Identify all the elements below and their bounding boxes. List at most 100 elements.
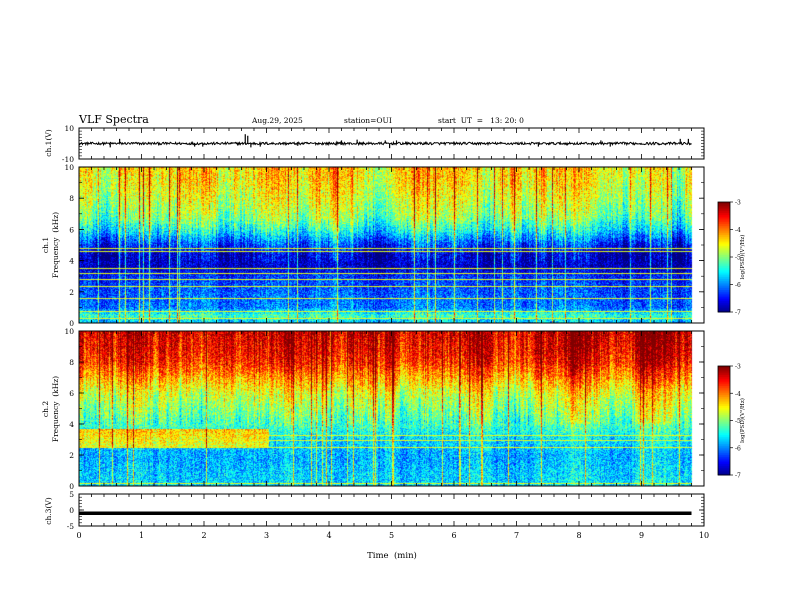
colorbar-band: [718, 235, 730, 238]
ch1-waveform-panel: 10 -10 ch.1(V): [44, 124, 705, 164]
y-tick-label: 2: [69, 288, 74, 297]
colorbar-band: [718, 411, 730, 414]
colorbar-band: [718, 420, 730, 423]
colorbar-tick-label: -6: [735, 445, 741, 452]
colorbar-tick-label: -4: [735, 391, 741, 398]
figure-header: VLF Spectra Aug.29, 2025 station=OUI sta…: [78, 113, 524, 126]
ch1-spectrogram-ylabel: ch.1 Frequency (kHz): [41, 212, 60, 278]
colorbar-band: [718, 373, 730, 376]
colorbar-band: [718, 453, 730, 456]
colorbar-band: [718, 293, 730, 296]
colorbar-band: [718, 277, 730, 280]
colorbar-band: [718, 246, 730, 249]
colorbar-band: [718, 203, 730, 207]
colorbar-band: [718, 216, 730, 219]
colorbar-band: [718, 367, 730, 371]
colorbar-band: [718, 249, 730, 252]
x-tick-label: 6: [451, 531, 456, 540]
colorbar-band: [718, 301, 730, 304]
colorbar-band: [718, 382, 730, 385]
colorbar-band: [718, 436, 730, 440]
colorbar-band: [718, 402, 730, 405]
colorbar-band: [718, 205, 730, 208]
colorbar-band: [718, 209, 730, 212]
colorbar-tick-label: -4: [735, 227, 741, 234]
ch2-spectrogram-image: [79, 331, 704, 486]
colorbar-tick-label: -6: [735, 282, 741, 289]
y-tick-label: 8: [69, 194, 74, 203]
colorbar-label: log(PSD)(V²/Hz): [739, 235, 746, 280]
colorbar-tick-label: -3: [735, 364, 741, 371]
colorbar-band: [718, 284, 730, 287]
colorbar-band: [718, 236, 730, 240]
colorbar-band: [718, 202, 730, 205]
colorbar-band: [718, 227, 730, 230]
station-label: station=OUI: [344, 116, 392, 125]
colorbar-band: [718, 282, 730, 285]
x-tick-label: 9: [639, 531, 644, 540]
colorbar-band: [718, 306, 730, 309]
colorbar-band: [718, 456, 730, 460]
colorbar-band: [718, 244, 730, 247]
colorbar-band: [718, 271, 730, 274]
ch3-signal-panel: 50-5 ch.3(V) 0 1 2 3 4 5 6 7 8 9 10 Time (min): [44, 490, 709, 561]
colorbar-band: [718, 231, 730, 234]
colorbar-band: [718, 384, 730, 387]
x-tick-label: 7: [514, 531, 519, 540]
ch1-frequency-label: Frequency (kHz): [51, 212, 60, 278]
y-tick-label: 0: [69, 482, 74, 491]
colorbar-band: [718, 295, 730, 298]
ch1-colorbar: -3 -4 -5 -6 -7 log(PSD)(V²/Hz): [717, 200, 746, 317]
colorbar-band: [718, 302, 730, 306]
colorbar-band: [718, 238, 730, 241]
start-time-label: start UT = 13: 20: 0: [438, 116, 524, 125]
colorbar-tick-label: -3: [735, 200, 741, 207]
x-tick-label: 4: [326, 531, 331, 540]
colorbar-band: [718, 405, 730, 409]
colorbar-tick-label: -7: [735, 310, 741, 317]
colorbar-band: [718, 400, 730, 403]
colorbar-band: [718, 431, 730, 434]
colorbar-band: [718, 404, 730, 407]
colorbar-band: [718, 253, 730, 256]
colorbar-label: log(PSD)(V²/Hz): [739, 398, 746, 443]
figure-title: VLF Spectra: [78, 113, 149, 126]
colorbar-band: [718, 409, 730, 412]
y-tick-label: 10: [64, 327, 74, 336]
date-label: Aug.29, 2025: [251, 116, 303, 125]
y-tick-label: 2: [69, 451, 74, 460]
colorbar-tick-label: -7: [735, 473, 741, 480]
colorbar-band: [718, 458, 730, 461]
colorbar-band: [718, 222, 730, 225]
colorbar-band: [718, 385, 730, 389]
colorbar-band: [718, 462, 730, 465]
colorbar-band: [718, 233, 730, 236]
colorbar-band: [718, 268, 730, 271]
y-tick-label: 5: [69, 490, 74, 499]
colorbar-band: [718, 380, 730, 383]
colorbar-band: [718, 286, 730, 289]
colorbar-band: [718, 455, 730, 458]
colorbar-band: [718, 429, 730, 432]
colorbar-band: [718, 366, 730, 369]
ch1-spectrogram-panel: 0 2 4 6 8 10 ch.1 Frequency (kHz) -3 -4 -5 -6 -7 l…: [41, 163, 746, 328]
colorbar-band: [718, 258, 730, 262]
colorbar-band: [718, 251, 730, 254]
time-axis-label: Time (min): [367, 550, 417, 561]
colorbar-band: [718, 308, 730, 311]
colorbar-band: [718, 229, 730, 232]
y-tick-label: 4: [69, 257, 74, 266]
colorbar-band: [718, 299, 730, 302]
colorbar-band: [718, 471, 730, 474]
y-tick-label: 0: [69, 319, 74, 328]
colorbar-band: [718, 266, 730, 269]
y-tick-label: 6: [69, 389, 74, 398]
colorbar-band: [718, 260, 730, 263]
colorbar-band: [718, 424, 730, 427]
colorbar-band: [718, 451, 730, 454]
ch1-waveform-ylabel: ch.1(V): [44, 129, 53, 157]
colorbar-band: [718, 213, 730, 216]
colorbar-band: [718, 465, 730, 469]
ch2-spectrogram-ylabel: ch.2 Frequency (kHz): [41, 376, 60, 442]
